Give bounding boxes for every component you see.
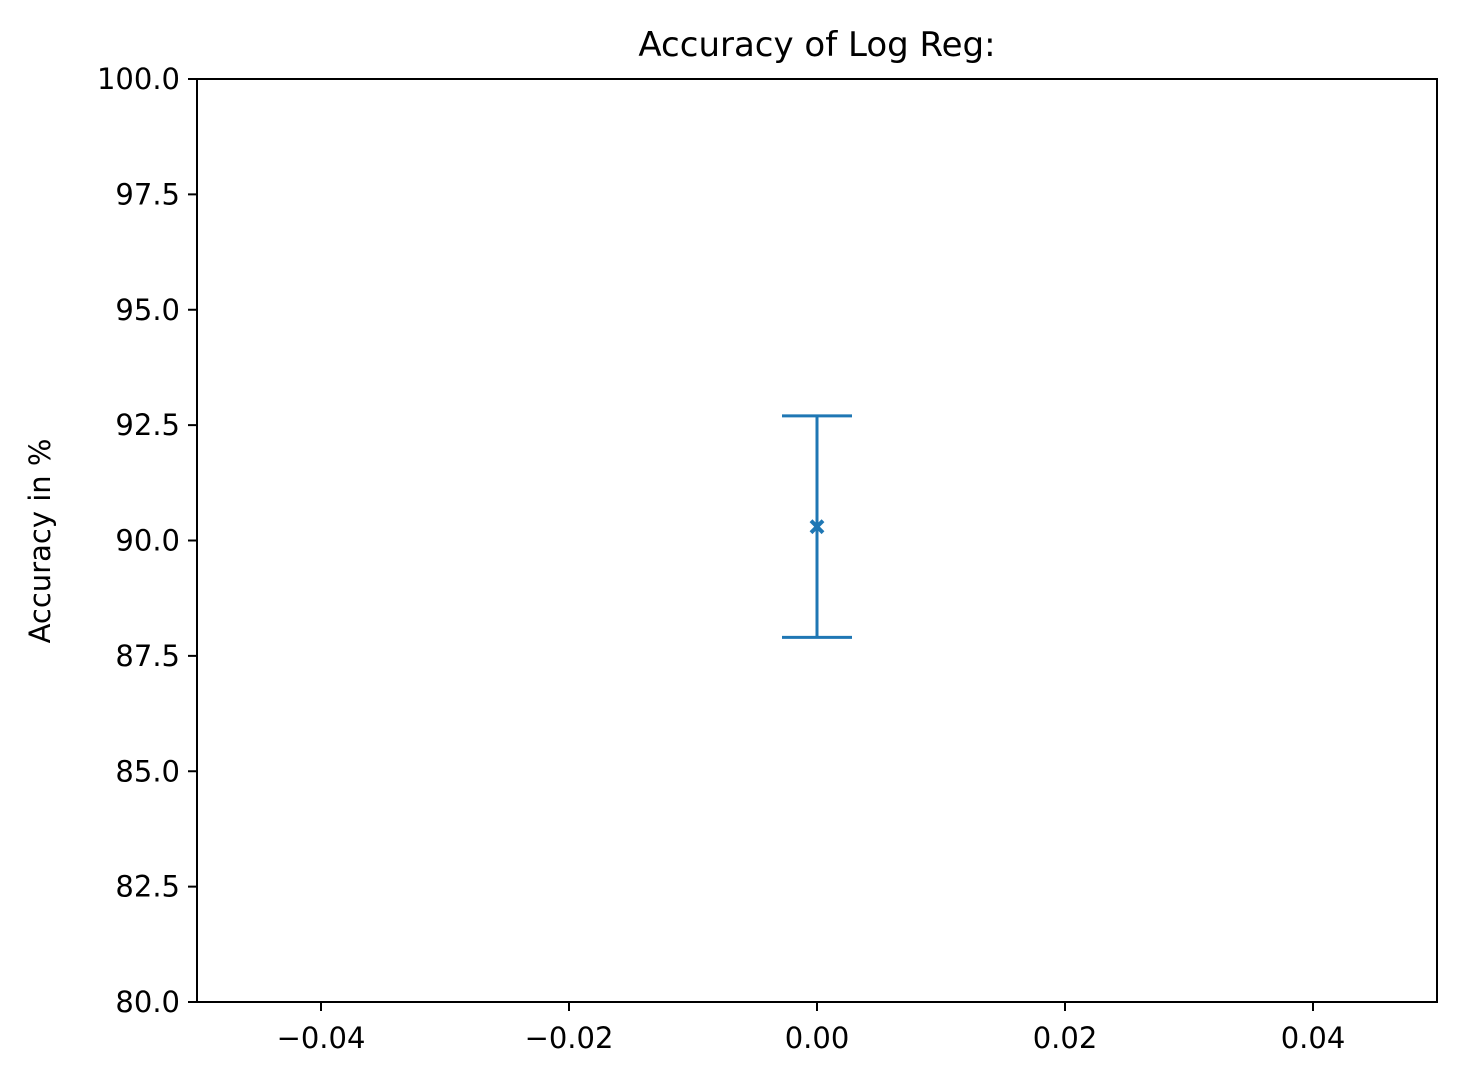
x-tick-label: −0.02: [525, 1021, 614, 1055]
y-tick-label: 80.0: [115, 985, 180, 1019]
chart-title: Accuracy of Log Reg:: [638, 25, 995, 65]
data-point-stroke: [809, 519, 825, 535]
y-tick-label: 92.5: [115, 408, 180, 442]
y-tick-label: 95.0: [115, 293, 180, 327]
y-axis-label: Accuracy in %: [23, 439, 57, 644]
x-tick-label: −0.04: [277, 1021, 366, 1055]
x-tick-label: 0.04: [1281, 1021, 1346, 1055]
y-tick-label: 100.0: [97, 62, 180, 96]
y-tick-label: 90.0: [115, 524, 180, 558]
y-tick-label: 85.0: [115, 754, 180, 788]
y-tick-label: 82.5: [115, 870, 180, 904]
x-tick-label: 0.00: [785, 1021, 850, 1055]
y-tick-label: 87.5: [115, 639, 180, 673]
y-axis: 80.0 82.5 85.0 87.5 90.0 92.5 95.0 97.5 100.0: [97, 62, 197, 1019]
x-axis: −0.04 −0.02 0.00 0.02 0.04: [277, 1002, 1346, 1055]
y-tick-label: 97.5: [115, 177, 180, 211]
data-marks: [782, 414, 852, 639]
data-point: [809, 519, 825, 535]
x-tick-label: 0.02: [1033, 1021, 1098, 1055]
